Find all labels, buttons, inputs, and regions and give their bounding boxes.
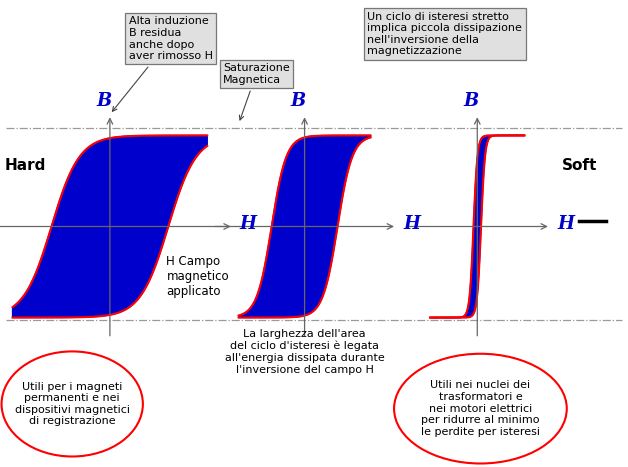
Text: H: H <box>403 215 420 233</box>
Text: La larghezza dell'area
del ciclo d'isteresi è legata
all'energia dissipata duran: La larghezza dell'area del ciclo d'ister… <box>225 329 384 375</box>
Text: H Campo
magnetico
applicato: H Campo magnetico applicato <box>166 255 229 297</box>
Text: H: H <box>557 215 574 233</box>
Text: Saturazione
Magnetica: Saturazione Magnetica <box>223 63 290 120</box>
Text: Un ciclo di isteresi stretto
implica piccola dissipazione
nell'inversione della
: Un ciclo di isteresi stretto implica pic… <box>367 12 522 57</box>
Polygon shape <box>430 135 524 318</box>
Text: Utili nei nuclei dei
trasformatori e
nei motori elettrici
per ridurre al minimo
: Utili nei nuclei dei trasformatori e nei… <box>421 381 540 437</box>
Text: H: H <box>240 215 257 233</box>
Polygon shape <box>239 135 371 318</box>
Text: B: B <box>291 92 306 110</box>
Text: B: B <box>463 92 479 110</box>
Text: Utili per i magneti
permanenti e nei
dispositivi magnetici
di registrazione: Utili per i magneti permanenti e nei dis… <box>14 382 130 426</box>
Text: Soft: Soft <box>562 158 597 173</box>
Text: Alta induzione
B residua
anche dopo
aver rimosso H: Alta induzione B residua anche dopo aver… <box>112 16 213 111</box>
Text: B: B <box>96 92 111 110</box>
Text: Hard: Hard <box>5 158 46 173</box>
Polygon shape <box>13 135 207 318</box>
